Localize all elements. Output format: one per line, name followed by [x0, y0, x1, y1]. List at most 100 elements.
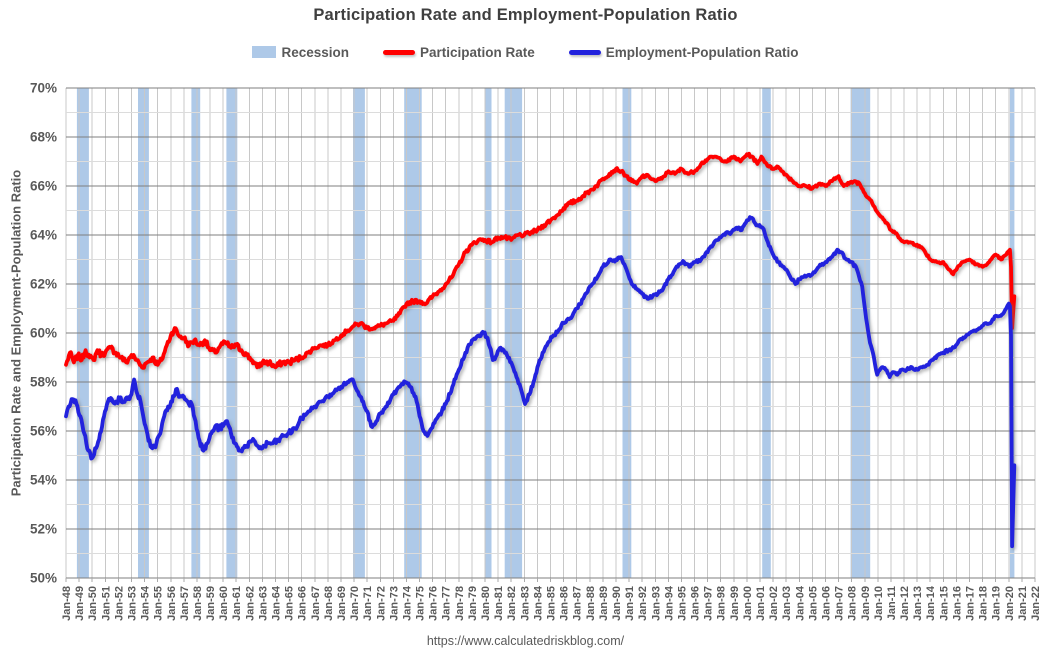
x-tick-label: Jan-22 [1030, 586, 1042, 621]
x-tick-label: Jan-13 [912, 586, 924, 621]
x-tick-label: Jan-92 [637, 586, 649, 621]
x-tick-label: Jan-78 [454, 586, 466, 621]
x-tick-label: Jan-60 [218, 586, 230, 621]
y-tick-label: 56% [30, 424, 57, 439]
x-tick-label: Jan-84 [532, 585, 544, 621]
x-tick-label: Jan-62 [244, 586, 256, 621]
recession-swatch-icon [252, 46, 277, 58]
x-tick-label: Jan-16 [951, 586, 963, 621]
legend-item-recession: Recession [252, 45, 349, 60]
y-tick-label: 64% [30, 228, 57, 243]
y-tick-label: 58% [30, 375, 57, 390]
x-tick-label: Jan-72 [375, 586, 387, 621]
y-tick-label: 66% [30, 179, 57, 194]
x-tick-label: Jan-08 [847, 586, 859, 621]
x-tick-label: Jan-57 [179, 586, 191, 621]
x-tick-label: Jan-96 [690, 586, 702, 621]
x-tick-label: Jan-89 [598, 586, 610, 621]
x-tick-label: Jan-53 [127, 586, 139, 621]
x-tick-label: Jan-99 [729, 586, 741, 621]
x-tick-label: Jan-93 [650, 586, 662, 621]
x-tick-label: Jan-20 [1004, 586, 1016, 621]
x-tick-label: Jan-06 [821, 586, 833, 621]
legend-label-participation-rate: Participation Rate [420, 44, 535, 60]
x-tick-label: Jan-77 [441, 586, 453, 621]
series-line-participation [64, 151, 1017, 370]
x-tick-label: Jan-50 [87, 586, 99, 621]
legend-label-recession: Recession [281, 44, 349, 60]
x-tick-label: Jan-14 [925, 585, 937, 621]
x-tick-label: Jan-00 [742, 586, 754, 621]
x-tick-label: Jan-83 [519, 586, 531, 621]
x-tick-label: Jan-75 [415, 586, 427, 621]
x-tick-label: Jan-58 [192, 586, 204, 621]
x-tick-label: Jan-85 [546, 586, 558, 621]
x-tick-label: Jan-18 [978, 586, 990, 621]
x-tick-label: Jan-10 [873, 586, 885, 621]
x-tick-label: Jan-91 [624, 586, 636, 621]
x-tick-label: Jan-67 [310, 586, 322, 621]
x-tick-label: Jan-87 [572, 586, 584, 621]
legend-label-employment-population-ratio: Employment-Population Ratio [605, 44, 799, 60]
x-tick-label: Jan-52 [113, 586, 125, 621]
y-tick-label: 60% [30, 326, 57, 341]
x-tick-label: Jan-15 [938, 586, 950, 621]
x-tick-label: Jan-19 [991, 586, 1003, 621]
x-tick-label: Jan-94 [663, 585, 675, 621]
x-tick-label: Jan-01 [755, 586, 767, 621]
participation-rate-line-icon [383, 49, 415, 55]
x-tick-label: Jan-48 [61, 586, 73, 621]
x-tick-label: Jan-71 [362, 586, 374, 621]
x-tick-label: Jan-80 [480, 586, 492, 621]
x-tick-label: Jan-63 [257, 586, 269, 621]
x-tick-label: Jan-59 [205, 586, 217, 621]
x-tick-label: Jan-21 [1017, 586, 1029, 621]
x-tick-label: Jan-76 [428, 586, 440, 621]
x-tick-label: Jan-97 [703, 586, 715, 621]
x-tick-label: Jan-66 [297, 586, 309, 621]
y-tick-label: 70% [30, 81, 57, 96]
x-tick-label: Jan-56 [166, 586, 178, 621]
y-tick-label: 52% [30, 522, 57, 537]
x-tick-label: Jan-12 [899, 586, 911, 621]
footer-url: https://www.calculatedriskblog.com/ [426, 634, 625, 648]
x-tick-label: Jan-07 [834, 586, 846, 621]
x-tick-label: Jan-98 [716, 586, 728, 621]
x-tick-label: Jan-82 [506, 586, 518, 621]
x-tick-label: Jan-81 [493, 586, 505, 621]
x-tick-label: Jan-95 [676, 586, 688, 621]
x-tick-label: Jan-70 [349, 586, 361, 621]
y-tick-label: 62% [30, 277, 57, 292]
x-tick-label: Jan-90 [611, 586, 623, 621]
y-tick-label: 54% [30, 473, 57, 488]
x-tick-label: Jan-68 [323, 586, 335, 621]
chart-title: Participation Rate and Employment-Popula… [313, 6, 738, 24]
x-tick-label: Jan-11 [886, 586, 898, 620]
x-tick-label: Jan-79 [467, 586, 479, 621]
legend-item-employment-population-ratio: Employment-Population Ratio [568, 44, 799, 60]
x-tick-label: Jan-51 [100, 586, 112, 621]
x-tick-label: Jan-74 [402, 585, 414, 621]
x-tick-label: Jan-86 [559, 586, 571, 621]
x-tick-label: Jan-09 [860, 586, 872, 621]
legend-item-participation-rate: Participation Rate [383, 45, 535, 60]
x-tick-label: Jan-61 [231, 586, 243, 621]
x-tick-label: Jan-04 [794, 585, 806, 621]
x-tick-label: Jan-55 [153, 586, 165, 621]
x-tick-label: Jan-88 [585, 586, 597, 621]
x-tick-label: Jan-05 [807, 586, 819, 621]
legend: Recession Participation Rate Employment-… [0, 41, 1051, 63]
employment-population-ratio-line-icon [568, 49, 601, 55]
x-tick-label: Jan-64 [271, 585, 283, 621]
series-line-epop [64, 215, 1017, 549]
x-tick-label: Jan-49 [74, 586, 86, 621]
x-tick-label: Jan-03 [781, 586, 793, 621]
y-tick-label: 50% [30, 571, 57, 586]
x-tick-label: Jan-73 [388, 586, 400, 621]
y-tick-label: 68% [30, 130, 57, 145]
x-tick-label: Jan-17 [965, 586, 977, 621]
x-tick-label: Jan-69 [336, 586, 348, 621]
x-tick-label: Jan-54 [140, 585, 152, 621]
x-tick-label: Jan-65 [284, 586, 296, 621]
